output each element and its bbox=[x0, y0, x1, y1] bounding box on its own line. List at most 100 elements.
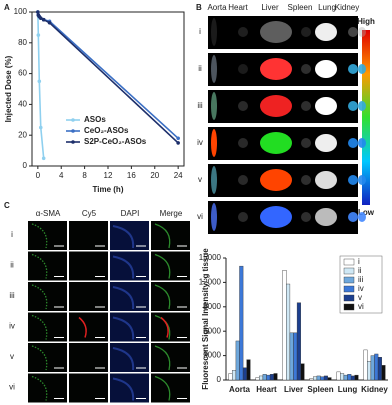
bar bbox=[316, 375, 321, 381]
legend-label: i bbox=[358, 257, 360, 266]
bar bbox=[266, 374, 271, 381]
legend-swatch bbox=[343, 303, 355, 311]
tissue bbox=[154, 253, 171, 279]
micrograph bbox=[151, 373, 190, 403]
row-label: v bbox=[10, 352, 14, 361]
legend-label: CeO₂-ASOs bbox=[84, 126, 129, 135]
organ bbox=[238, 138, 248, 148]
tissue bbox=[112, 347, 135, 371]
tissue bbox=[31, 314, 48, 340]
organ bbox=[358, 138, 366, 148]
bar bbox=[377, 357, 382, 381]
tissue bbox=[31, 253, 48, 279]
organ bbox=[301, 175, 311, 185]
organ bbox=[315, 97, 337, 115]
organ bbox=[211, 203, 217, 231]
legend-swatch bbox=[343, 285, 355, 293]
channel-label: Merge bbox=[160, 209, 183, 218]
micrograph bbox=[28, 373, 67, 403]
x-tick-label: Kidney bbox=[361, 385, 388, 394]
bar bbox=[293, 332, 298, 381]
signal bbox=[160, 316, 169, 338]
color-scale bbox=[362, 30, 370, 205]
legend-label: ASOs bbox=[84, 115, 106, 124]
x-tick-label: 4 bbox=[59, 171, 64, 180]
x-tick-label: 12 bbox=[104, 171, 113, 180]
organ bbox=[315, 60, 337, 78]
row-label: i bbox=[199, 27, 201, 36]
bar bbox=[246, 359, 251, 381]
y-tick-label: 15000 bbox=[199, 253, 222, 262]
bar bbox=[323, 375, 328, 381]
bar bbox=[228, 373, 233, 381]
organ bbox=[358, 212, 366, 222]
signal bbox=[78, 316, 87, 338]
scale-high: High bbox=[357, 17, 375, 26]
organ-label: Lung bbox=[318, 3, 336, 12]
row-label: iv bbox=[9, 322, 15, 331]
tissue bbox=[112, 286, 135, 310]
bar bbox=[286, 283, 291, 381]
organ bbox=[211, 166, 217, 194]
row-label: iii bbox=[197, 101, 203, 110]
micrograph bbox=[28, 343, 67, 372]
organ bbox=[238, 212, 248, 222]
legend-box bbox=[339, 255, 383, 314]
row-label: iii bbox=[9, 291, 15, 300]
organ bbox=[211, 18, 217, 46]
bar bbox=[343, 374, 348, 381]
bar bbox=[300, 363, 305, 381]
bar bbox=[255, 377, 260, 381]
legend-marker bbox=[71, 118, 75, 122]
x-tick-label: 0 bbox=[36, 171, 41, 180]
legend-label: S2P-CeO₂-ASOs bbox=[84, 137, 147, 146]
micrograph bbox=[69, 373, 108, 403]
micrograph bbox=[69, 221, 108, 250]
legend-label: vi bbox=[358, 302, 364, 311]
tissue bbox=[112, 377, 135, 401]
micrograph bbox=[151, 312, 190, 342]
micrograph bbox=[28, 312, 67, 342]
x-tick-label: 20 bbox=[150, 171, 159, 180]
bar bbox=[381, 365, 386, 381]
line bbox=[37, 11, 45, 159]
organ bbox=[315, 208, 337, 226]
tissue bbox=[154, 345, 171, 371]
bar bbox=[259, 375, 264, 381]
organ-label: Kidney bbox=[335, 3, 359, 12]
row-label: iv bbox=[197, 138, 203, 147]
organ bbox=[238, 175, 248, 185]
axes bbox=[31, 11, 185, 167]
organ bbox=[301, 212, 311, 222]
x-axis-label: Time (h) bbox=[93, 185, 124, 194]
bar bbox=[269, 374, 274, 381]
tissue bbox=[154, 284, 171, 310]
y-tick-label: 60 bbox=[18, 69, 27, 78]
bar bbox=[350, 375, 355, 381]
organ bbox=[301, 27, 311, 37]
y-tick-label: 80 bbox=[18, 38, 27, 47]
bar bbox=[273, 373, 278, 381]
legend-label: iv bbox=[358, 284, 364, 293]
x-tick-label: Aorta bbox=[229, 385, 250, 394]
organ bbox=[348, 138, 358, 148]
bar bbox=[282, 270, 287, 381]
micrograph bbox=[28, 282, 67, 311]
bar bbox=[239, 265, 244, 381]
organ bbox=[260, 169, 292, 191]
organ bbox=[260, 21, 292, 43]
bar bbox=[320, 376, 325, 381]
organ-label: Liver bbox=[261, 3, 279, 12]
y-tick-label: 0 bbox=[23, 161, 28, 170]
x-tick-label: Lung bbox=[338, 385, 358, 394]
line bbox=[37, 11, 179, 144]
organ bbox=[211, 55, 217, 83]
legend-label: iii bbox=[358, 275, 364, 284]
organ bbox=[260, 132, 292, 154]
y-tick-label: 9000 bbox=[203, 302, 221, 311]
organ bbox=[238, 64, 248, 74]
row-label: vi bbox=[197, 212, 203, 221]
channel-label: DAPI bbox=[121, 209, 140, 218]
tissue bbox=[31, 345, 48, 371]
